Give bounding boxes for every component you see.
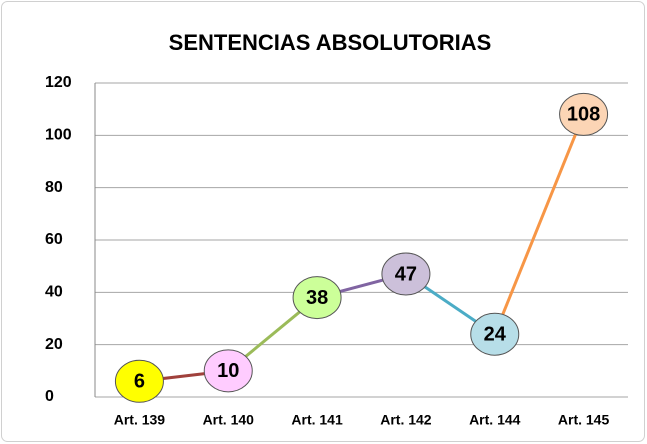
data-label: 47 xyxy=(395,263,417,285)
x-tick-label: Art. 140 xyxy=(203,412,255,428)
marker xyxy=(292,276,342,320)
y-tick-label: 20 xyxy=(45,336,63,353)
marker xyxy=(470,312,520,356)
chart-title: SENTENCIAS ABSOLUTORIAS xyxy=(169,30,492,55)
y-tick-label: 120 xyxy=(45,74,72,91)
y-tick-label: 80 xyxy=(45,179,63,196)
data-label: 108 xyxy=(567,104,600,126)
y-tick-label: 0 xyxy=(45,388,54,405)
line-segment xyxy=(493,113,585,335)
data-label: 6 xyxy=(134,371,145,393)
data-label: 24 xyxy=(484,323,507,345)
x-tick-label: Art. 144 xyxy=(469,412,521,428)
data-label: 38 xyxy=(306,287,328,309)
x-tick-label: Art. 139 xyxy=(114,412,166,428)
marker xyxy=(381,252,431,296)
y-tick-label: 60 xyxy=(45,231,63,248)
y-tick-label: 40 xyxy=(45,284,63,301)
x-tick-label: Art. 141 xyxy=(291,412,343,428)
marker xyxy=(559,92,609,136)
marker xyxy=(203,349,253,393)
y-tick-label: 100 xyxy=(45,127,72,144)
marker xyxy=(114,359,164,403)
data-label: 10 xyxy=(217,360,239,382)
x-tick-label: Art. 145 xyxy=(558,412,610,428)
x-tick-label: Art. 142 xyxy=(380,412,432,428)
